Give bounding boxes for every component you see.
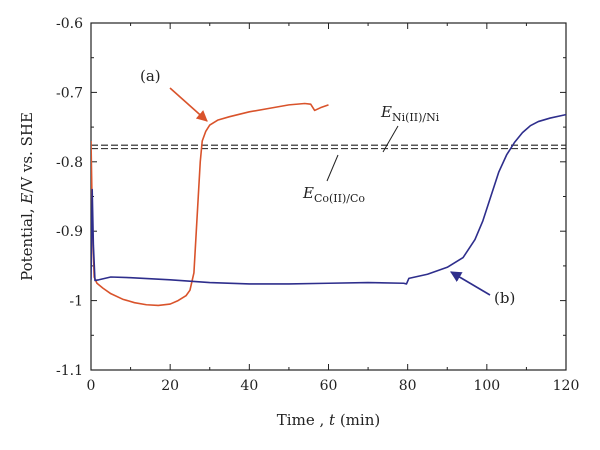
label-e-co: ECo(II)/Co xyxy=(302,184,365,205)
label-a: (a) xyxy=(140,67,161,85)
reference-lines xyxy=(91,144,566,150)
x-tick-label: 80 xyxy=(399,378,417,394)
series-line-a xyxy=(91,102,329,307)
y-tick-label: -0.9 xyxy=(56,224,83,240)
arrow-b xyxy=(450,271,491,296)
x-axis-label: Time , t (min) xyxy=(277,411,380,429)
y-tick-label: -1.1 xyxy=(56,363,83,379)
pointer-e-co xyxy=(326,154,339,182)
label-b: (b) xyxy=(494,289,515,307)
tick-labels: 0 20 40 60 80 100 120 -0.6 -0.7 -0.8 -0.9 -1 -1.1 xyxy=(56,16,579,394)
pointer-e-ni xyxy=(382,125,399,153)
x-tick-label: 0 xyxy=(87,378,96,394)
y-tick-label: -1 xyxy=(69,294,83,310)
x-tick-label: 120 xyxy=(553,378,580,394)
y-tick-label: -0.7 xyxy=(56,85,83,101)
x-tick-label: 60 xyxy=(320,378,338,394)
arrow-a xyxy=(169,87,208,122)
series-line-b xyxy=(91,113,566,285)
y-tick-label: -0.6 xyxy=(56,16,83,32)
label-e-ni: ENi(II)/Ni xyxy=(380,103,440,124)
y-axis-label: Potential, E/V vs. SHE xyxy=(18,112,36,281)
x-tick-label: 100 xyxy=(473,378,500,394)
x-tick-label: 20 xyxy=(161,378,179,394)
axis-ticks xyxy=(90,22,567,371)
y-tick-label: -0.8 xyxy=(56,155,83,171)
x-tick-label: 40 xyxy=(240,378,258,394)
data-series xyxy=(91,102,566,307)
